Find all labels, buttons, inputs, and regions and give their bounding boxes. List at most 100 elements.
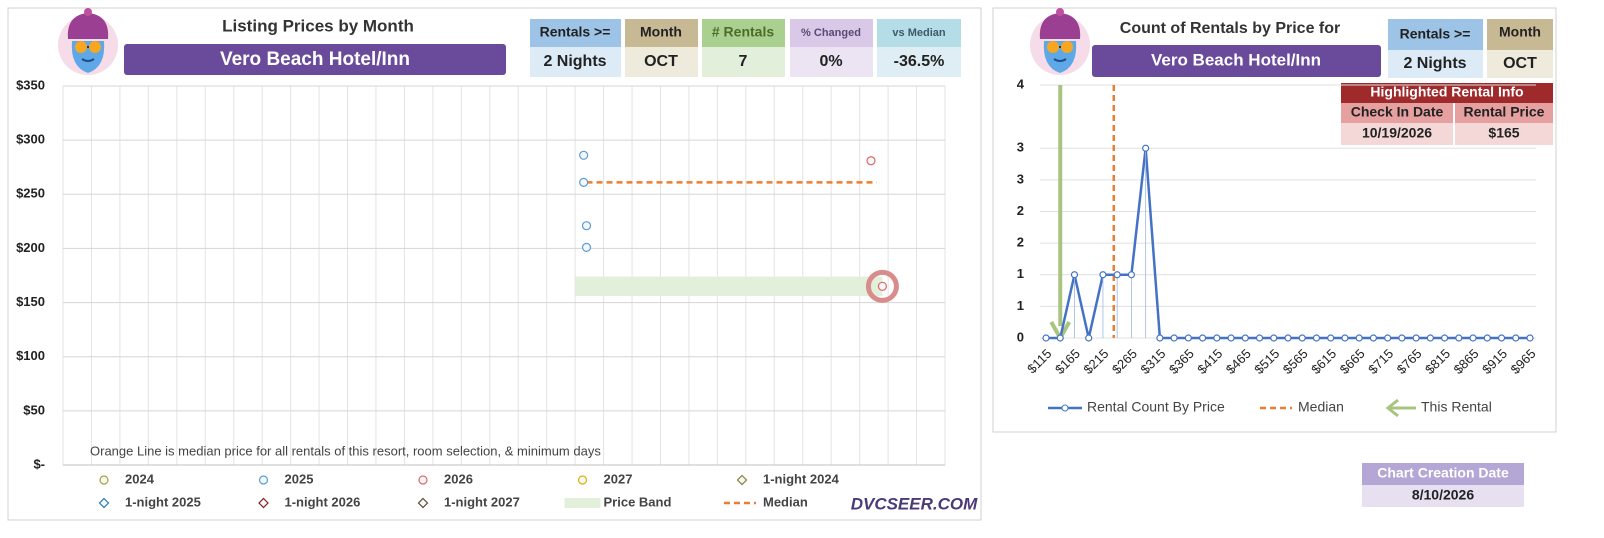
info-value: 10/19/2026: [1362, 125, 1432, 141]
box-value: [530, 47, 621, 77]
info-col-label: Check In Date: [1351, 104, 1444, 120]
marker: [1497, 334, 1506, 342]
box-label: Rentals >=: [1400, 26, 1471, 42]
box-header: [530, 19, 621, 47]
box-header: [1487, 19, 1553, 50]
box-label: Month: [640, 24, 682, 40]
marker: [577, 475, 588, 485]
marker: [1099, 271, 1107, 279]
right-panel: [992, 7, 1557, 433]
watermark: DVCSEER.COM: [851, 494, 978, 513]
box-value: [1487, 50, 1553, 78]
chart-title: Listing Prices by Month: [222, 16, 414, 35]
resort-name: Vero Beach Hotel/Inn: [1151, 50, 1321, 69]
legend-label: 1-night 2026: [285, 494, 361, 509]
marker: [418, 475, 428, 485]
box-header: [877, 19, 961, 47]
box-header: [790, 19, 873, 47]
box-text: OCT: [644, 53, 678, 70]
marker: [1426, 334, 1434, 342]
marker: [1312, 334, 1321, 342]
box-text: 2 Nights: [543, 53, 606, 70]
marker: [581, 242, 592, 252]
marker: [1070, 271, 1079, 279]
marker: [1284, 334, 1292, 342]
box-header: [625, 19, 698, 47]
marker: [866, 156, 876, 166]
marker: [1483, 334, 1491, 342]
legend-label: Median: [1298, 399, 1344, 415]
highlight-ring: [865, 269, 899, 303]
legend-label: 2024: [125, 471, 155, 486]
marker: [1341, 334, 1349, 342]
legend-label: 1-night 2024: [763, 471, 840, 486]
marker: [1056, 334, 1064, 342]
left-panel: [7, 7, 982, 521]
marker: [1455, 334, 1463, 342]
box-header: [1388, 19, 1483, 50]
info-col: [1341, 103, 1453, 123]
marker: [99, 475, 109, 485]
y-tick-label: $250: [16, 186, 45, 201]
y-tick-label: 2: [1017, 235, 1024, 250]
creation-value: [1362, 485, 1524, 507]
marker: [1227, 334, 1235, 342]
marker: [1213, 334, 1221, 342]
y-tick-label: $300: [16, 132, 45, 147]
marker: [1241, 334, 1249, 342]
box-value: [877, 47, 961, 77]
marker: [1127, 271, 1136, 279]
box-text: OCT: [1503, 55, 1537, 72]
marker: [1327, 334, 1335, 342]
box-label: Rentals >=: [540, 24, 611, 40]
marker: [1113, 271, 1121, 279]
legend-swatch: [1385, 398, 1416, 418]
marker: [417, 497, 429, 509]
box-value: [625, 47, 698, 77]
marker: [1512, 334, 1520, 342]
marker: [1384, 334, 1392, 342]
box-text: 0%: [819, 53, 842, 70]
info-cell: [1341, 123, 1453, 145]
chart-title: Count of Rentals by Price for: [1120, 20, 1340, 37]
marker: [1412, 334, 1420, 342]
box-value: [702, 47, 785, 77]
legend-label: 2025: [285, 471, 314, 486]
marker: [1369, 334, 1378, 342]
marker: [1398, 334, 1406, 342]
creation-date: 8/10/2026: [1412, 487, 1474, 503]
y-tick-label: $-: [33, 456, 45, 471]
legend-swatch: [1061, 404, 1069, 412]
box-label: Month: [1499, 24, 1541, 40]
y-tick-label: $50: [23, 402, 45, 417]
y-tick-label: $150: [16, 294, 45, 309]
price-band: [575, 276, 883, 297]
legend-label: 2026: [444, 471, 473, 486]
y-tick-label: $350: [16, 77, 45, 92]
y-tick-label: $100: [16, 348, 45, 363]
y-tick-label: $200: [16, 240, 45, 255]
info-title: Highlighted Rental Info: [1370, 84, 1523, 100]
box-text: -36.5%: [894, 53, 945, 70]
marker: [1440, 334, 1449, 342]
marker: [579, 177, 589, 187]
marker: [98, 497, 110, 509]
marker: [1469, 334, 1477, 342]
marker: [1298, 334, 1306, 342]
box-text: 7: [739, 53, 748, 70]
marker: [258, 475, 269, 485]
marker: [258, 497, 269, 509]
marker: [1526, 334, 1534, 342]
box-label: # Rentals: [712, 24, 774, 40]
marker: [877, 281, 888, 291]
marker: [1085, 334, 1093, 342]
marker: [1255, 334, 1264, 342]
annotation: Orange Line is median price for all rent…: [90, 443, 601, 458]
info-col: [1455, 103, 1553, 123]
marker: [1156, 334, 1164, 342]
marker: [1142, 144, 1150, 152]
box-value: [1388, 50, 1483, 78]
y-tick-label: 3: [1017, 171, 1024, 186]
y-tick-label: 4: [1017, 76, 1025, 91]
